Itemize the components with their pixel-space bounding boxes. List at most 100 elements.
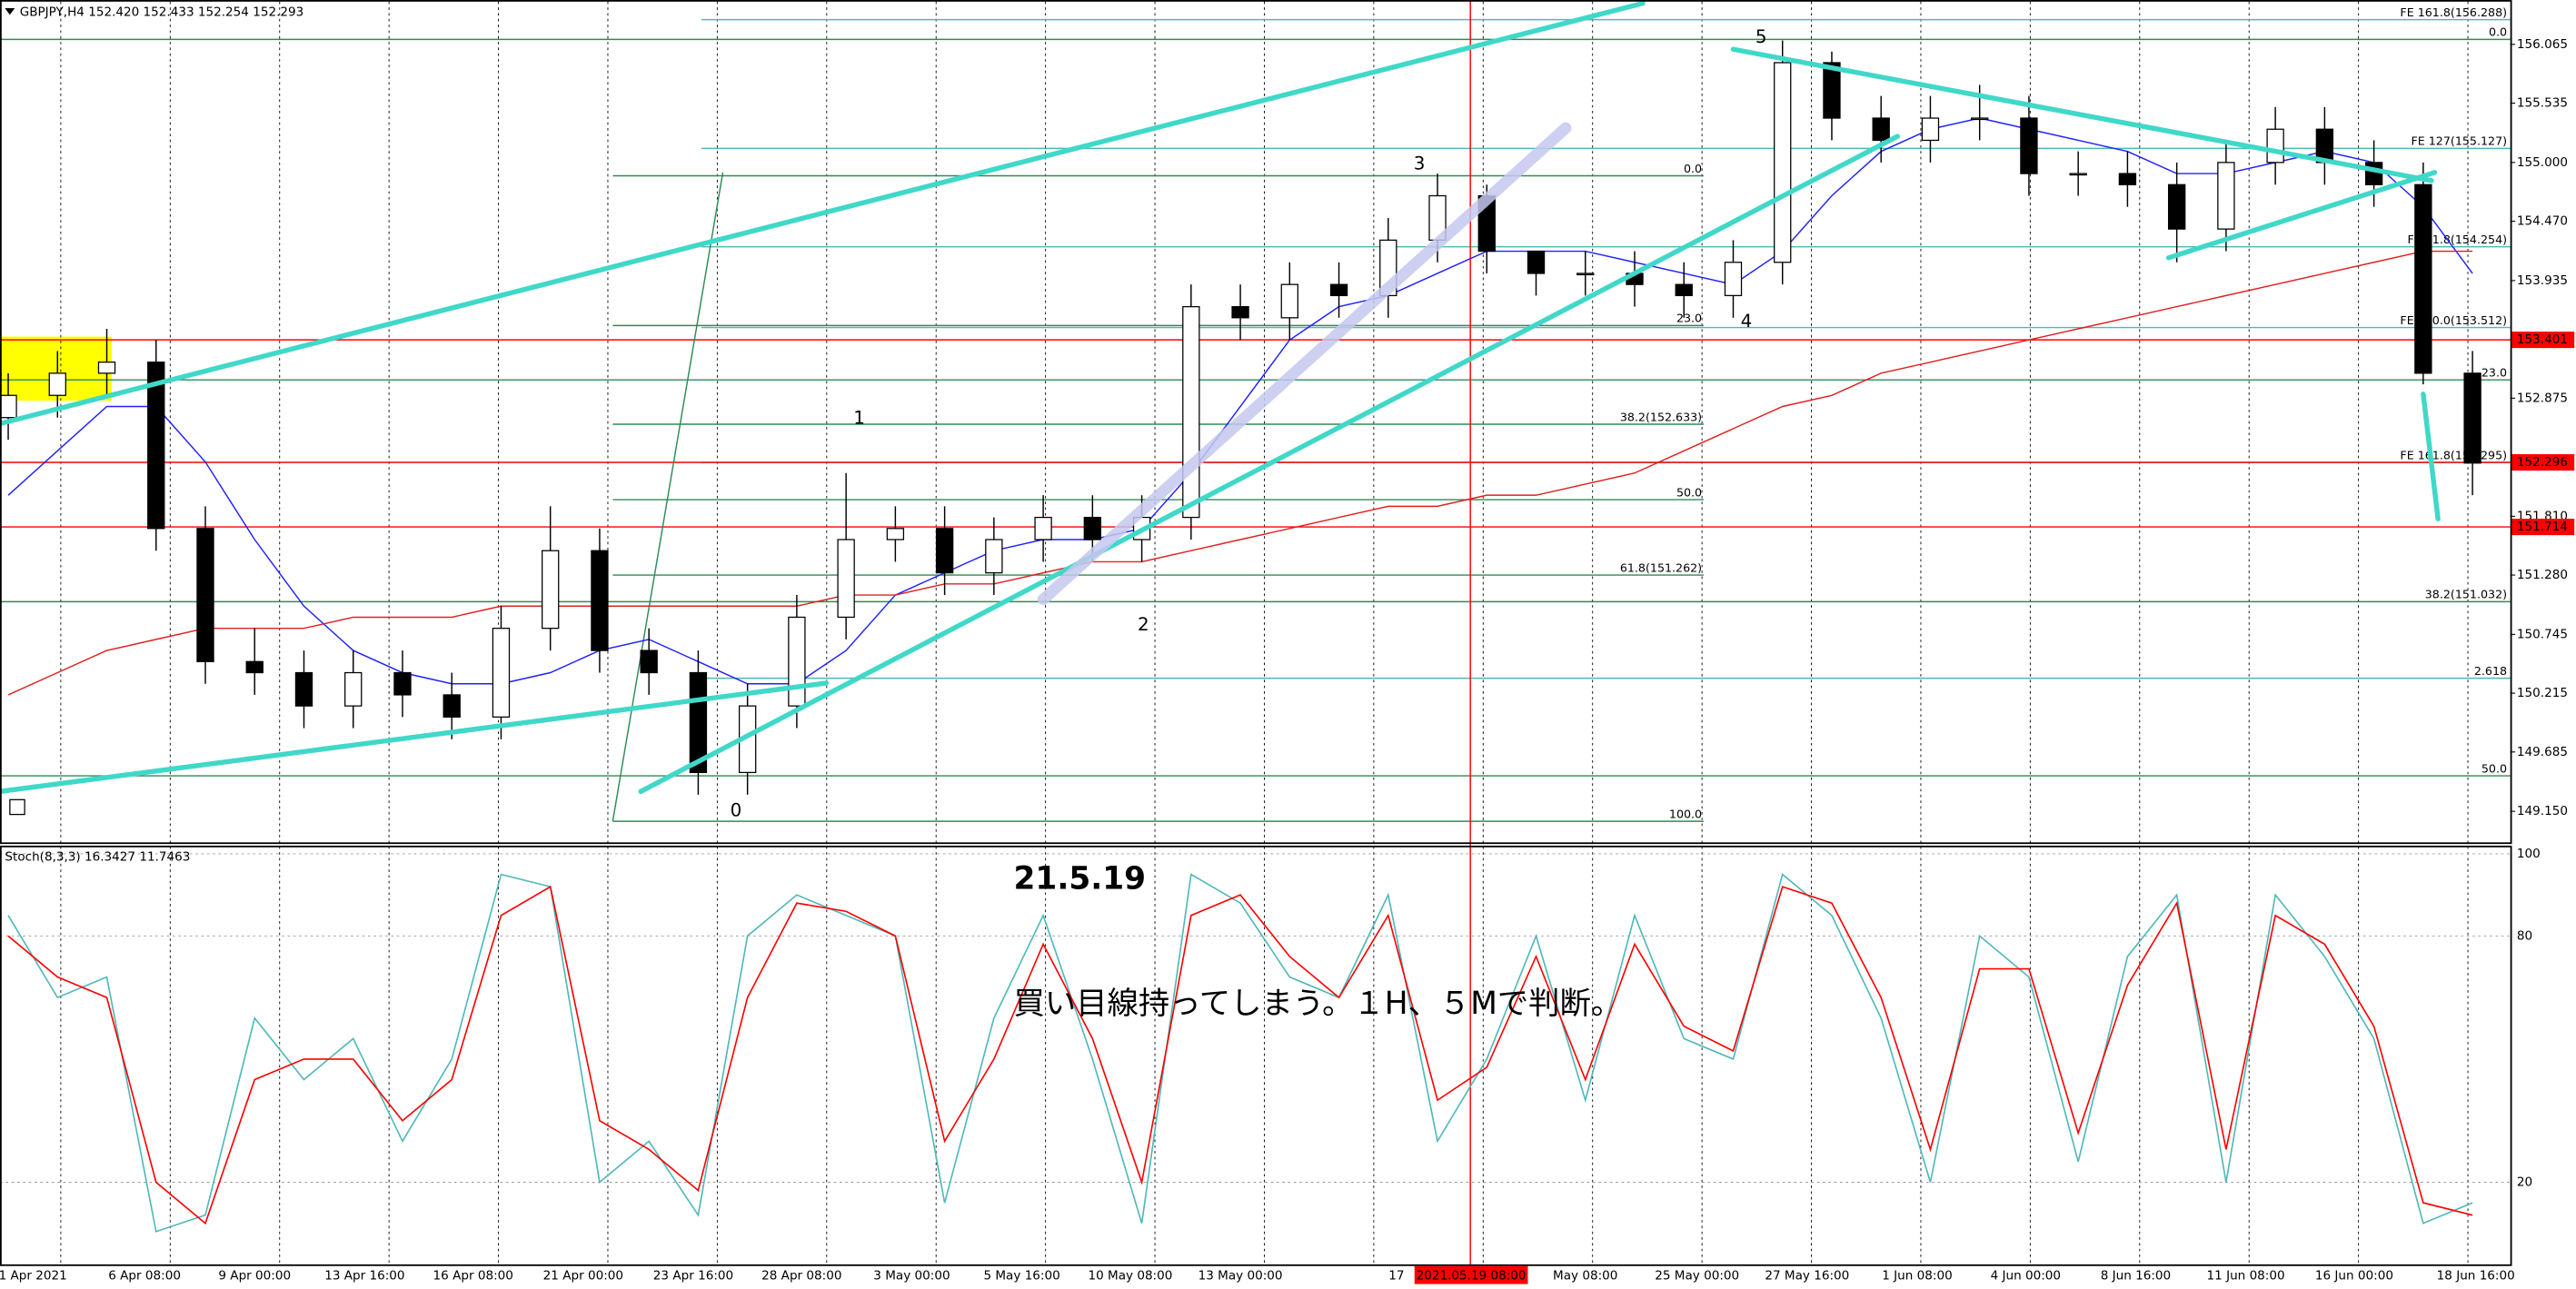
candle-body [1971, 117, 1989, 121]
x-tick-label: 5 May 16:00 [983, 1269, 1059, 1284]
candle-body [591, 550, 609, 651]
level-label: 50.0 [1676, 485, 1702, 499]
x-tick-label: May 08:00 [1553, 1269, 1617, 1284]
trend-line [2165, 170, 2438, 261]
candle-body [492, 628, 511, 718]
candle-body [1083, 516, 1102, 540]
levels: 0.023.038.2(152.633)50.061.8(151.262)100… [0, 0, 2511, 1264]
channel-line [1037, 122, 1572, 606]
x-tick-label: 23 Apr 16:00 [653, 1269, 733, 1284]
candle-body [147, 362, 165, 530]
candle-body [1823, 62, 1841, 119]
level-label: 50.0 [2482, 761, 2507, 775]
y-tick-label: 150.745 [2517, 627, 2568, 641]
candle-body [48, 372, 66, 396]
candle-body [2118, 173, 2137, 185]
wave-label: 2 [1138, 614, 1149, 635]
y-tick-label: 153.935 [2517, 273, 2568, 288]
trend-line [1730, 46, 2434, 183]
stoch-tick-label: 100 [2517, 847, 2541, 861]
candle-body [1034, 516, 1052, 540]
candle-body [1527, 250, 1546, 274]
wave-label: 0 [731, 799, 742, 820]
candle-body [837, 539, 855, 619]
level-label: 0.0 [2489, 25, 2507, 39]
candle-body [97, 362, 116, 374]
x-tick-label: 27 May 16:00 [1765, 1269, 1849, 1284]
candle-body [1872, 117, 1890, 142]
x-tick-label: 18 Jun 16:00 [2437, 1269, 2515, 1284]
wave-label: 1 [853, 407, 865, 428]
trend-line [0, 0, 1646, 427]
level-label: 2.618 [2474, 664, 2507, 678]
level-label: 38.2(151.032) [2425, 588, 2507, 601]
candle-body [393, 671, 412, 696]
price-box [2511, 453, 2575, 471]
candle-body [1231, 305, 1249, 319]
y-tick-label: 155.000 [2517, 155, 2568, 170]
x-tick-label: 21 Apr 00:00 [543, 1269, 623, 1284]
candle-body [344, 671, 363, 707]
candle-body [1675, 283, 1693, 297]
level-label: FE 161.8(156.288) [2400, 5, 2507, 19]
main-panel-frame [0, 0, 2512, 845]
y-tick-label: 151.280 [2517, 568, 2568, 582]
trend-lines [0, 0, 2441, 794]
menu-triangle [5, 8, 15, 15]
candle-body [935, 528, 954, 574]
grid [0, 1, 2511, 1264]
candle-body [542, 550, 560, 630]
candle-body [2463, 372, 2482, 464]
candle-body [640, 649, 658, 674]
candle-body [2414, 183, 2432, 374]
stoch-title: Stoch(8,3,3) 16.3427 11.7463 [5, 850, 190, 865]
candle-body [443, 694, 461, 718]
level-label: 23.0 [2482, 365, 2507, 379]
x-tick-label: 1 Jun 08:00 [1882, 1269, 1952, 1284]
wave-label: 5 [1755, 26, 1767, 47]
candle-body [294, 671, 313, 707]
chart-header: GBPJPY,H4 152.420 152.433 152.254 152.29… [20, 5, 304, 20]
y-tick-label: 149.685 [2517, 745, 2568, 759]
candle-body [2266, 128, 2284, 164]
x-tick-label: 28 Apr 08:00 [761, 1269, 841, 1284]
candle-body [0, 394, 17, 419]
stoch-tick-label: 20 [2517, 1175, 2532, 1190]
candle-body [2020, 117, 2038, 174]
x-tick-label: 10 May 08:00 [1088, 1269, 1172, 1284]
moving-average [7, 250, 2473, 696]
x-tick-label: 13 May 00:00 [1198, 1269, 1283, 1284]
price-box-label: 152.296 [2517, 455, 2568, 470]
x-tick-label: 11 Jun 08:00 [2207, 1269, 2285, 1284]
stoch-line [7, 873, 2473, 1233]
candle-body [886, 528, 905, 540]
y-tick-label: 155.535 [2517, 96, 2568, 111]
level-label: FE 161.8(152.295) [2400, 448, 2507, 461]
candle-body [196, 528, 214, 662]
cursor-label: 2021.05.19 08:00 [1417, 1269, 1527, 1284]
x-tick-label: 8 Jun 16:00 [2101, 1269, 2171, 1284]
x-tick-label: 16 Apr 08:00 [433, 1269, 513, 1284]
x-tick-label: 1 Apr 2021 [0, 1269, 67, 1284]
x-tick-label: 16 Jun 00:00 [2315, 1269, 2393, 1284]
stoch-line [7, 885, 2473, 1225]
candle-body [788, 616, 806, 707]
marker-square [9, 798, 25, 816]
candle-body [1724, 262, 1743, 297]
y-tick-label: 149.150 [2517, 804, 2568, 818]
trend-line [638, 134, 1900, 794]
stoch-panel-frame [0, 845, 2512, 1266]
level-label: FE 127(155.127) [2412, 134, 2508, 148]
candle-body [2217, 162, 2235, 230]
level-label: 61.8(151.262) [1620, 560, 1702, 574]
moving-average [7, 117, 2473, 685]
y-tick-label: 150.215 [2517, 686, 2568, 700]
annotation: 21.5.19 [1014, 860, 1147, 897]
candle-body [1576, 273, 1595, 276]
candle-body [1280, 283, 1298, 319]
trend-line [2421, 392, 2441, 521]
wave-label: 4 [1741, 311, 1753, 332]
level-label: 23.0 [1676, 312, 1702, 325]
x-tick-label: 9 Apr 00:00 [218, 1269, 291, 1284]
